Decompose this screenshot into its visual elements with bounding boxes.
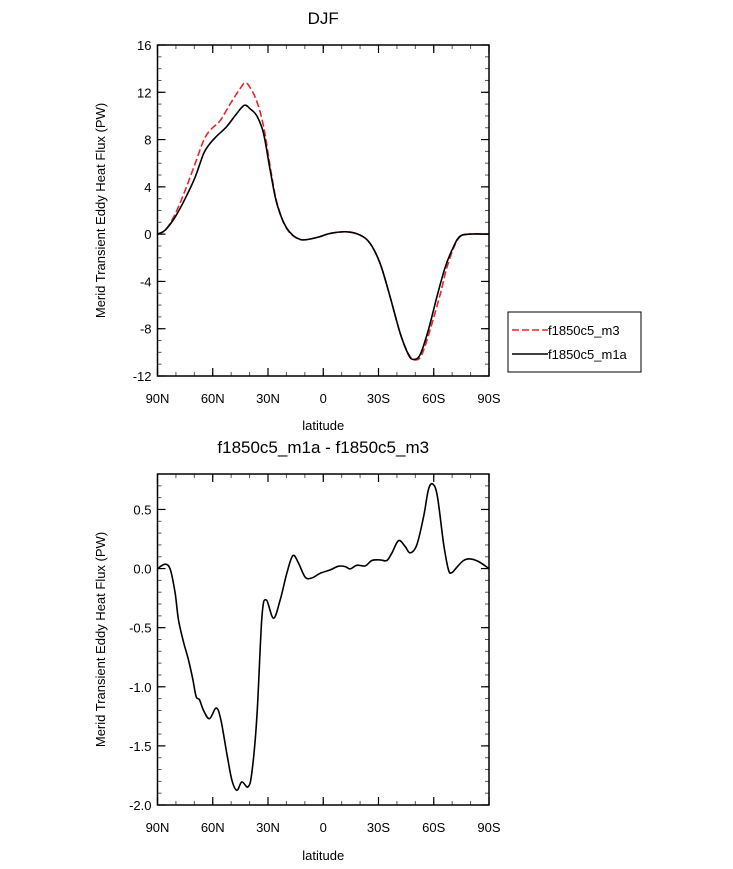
legend-label: f1850c5_m1a [548, 347, 628, 362]
x-axis-label: latitude [302, 848, 344, 863]
x-tick-label: 60N [201, 391, 225, 406]
series-line-f1850c5-m1a [157, 104, 490, 361]
y-tick-label: 4 [144, 180, 151, 195]
x-tick-label: 90N [146, 820, 170, 835]
y-tick-label: -8 [140, 322, 152, 337]
legend-box [507, 311, 642, 373]
y-tick-label: 8 [144, 133, 151, 148]
x-tick-label: 0 [320, 820, 327, 835]
y-tick-label: -4 [140, 274, 152, 289]
chart-title: f1850c5_m1a - f1850c5_m3 [217, 438, 429, 457]
x-tick-label: 90N [146, 391, 170, 406]
bottom-panel-difference: f1850c5_m1a - f1850c5_m3 -2.0 -1.5 -1.0 -0.5… [93, 438, 501, 863]
x-tick-label: 60S [422, 820, 445, 835]
x-tick-label: 0 [320, 391, 327, 406]
chart-title: DJF [308, 9, 339, 28]
legend: f1850c5_m3 f1850c5_m1a [507, 311, 642, 373]
x-tick-label: 60N [201, 820, 225, 835]
y-axis-label: Merid Transient Eddy Heat Flux (PW) [93, 532, 108, 747]
x-tick-label: 60S [422, 391, 445, 406]
y-tick-label: 0 [144, 227, 151, 242]
x-tick-label: 30N [256, 391, 280, 406]
series-line-difference [157, 482, 490, 792]
y-tick-label: -0.5 [129, 621, 151, 636]
y-axis-label: Merid Transient Eddy Heat Flux (PW) [93, 103, 108, 318]
x-axis-label: latitude [302, 418, 344, 433]
x-tick-label: 30S [367, 391, 390, 406]
x-tick-label: 30N [256, 820, 280, 835]
plot-frame [156, 473, 490, 806]
plot-frame [156, 44, 490, 377]
series-line-f1850c5-m3 [157, 81, 490, 361]
y-tick-label: 12 [137, 85, 151, 100]
x-tick-label: 30S [367, 820, 390, 835]
x-tick-label: 90S [477, 391, 500, 406]
y-tick-label: 16 [137, 38, 151, 53]
y-tick-label: -12 [133, 369, 152, 384]
y-tick-label: -1.5 [129, 739, 151, 754]
y-tick-label: 0.5 [133, 502, 151, 517]
x-tick-label: 90S [477, 820, 500, 835]
legend-label: f1850c5_m3 [548, 323, 620, 338]
y-tick-label: -2.0 [129, 798, 151, 813]
y-tick-label: 0.0 [133, 562, 151, 577]
top-panel-djf: DJF -12 -8 -4 0 4 8 12 16 90N 60N 30N 0 30S 60S 90S lati… [93, 9, 501, 433]
y-tick-label: -1.0 [129, 680, 151, 695]
